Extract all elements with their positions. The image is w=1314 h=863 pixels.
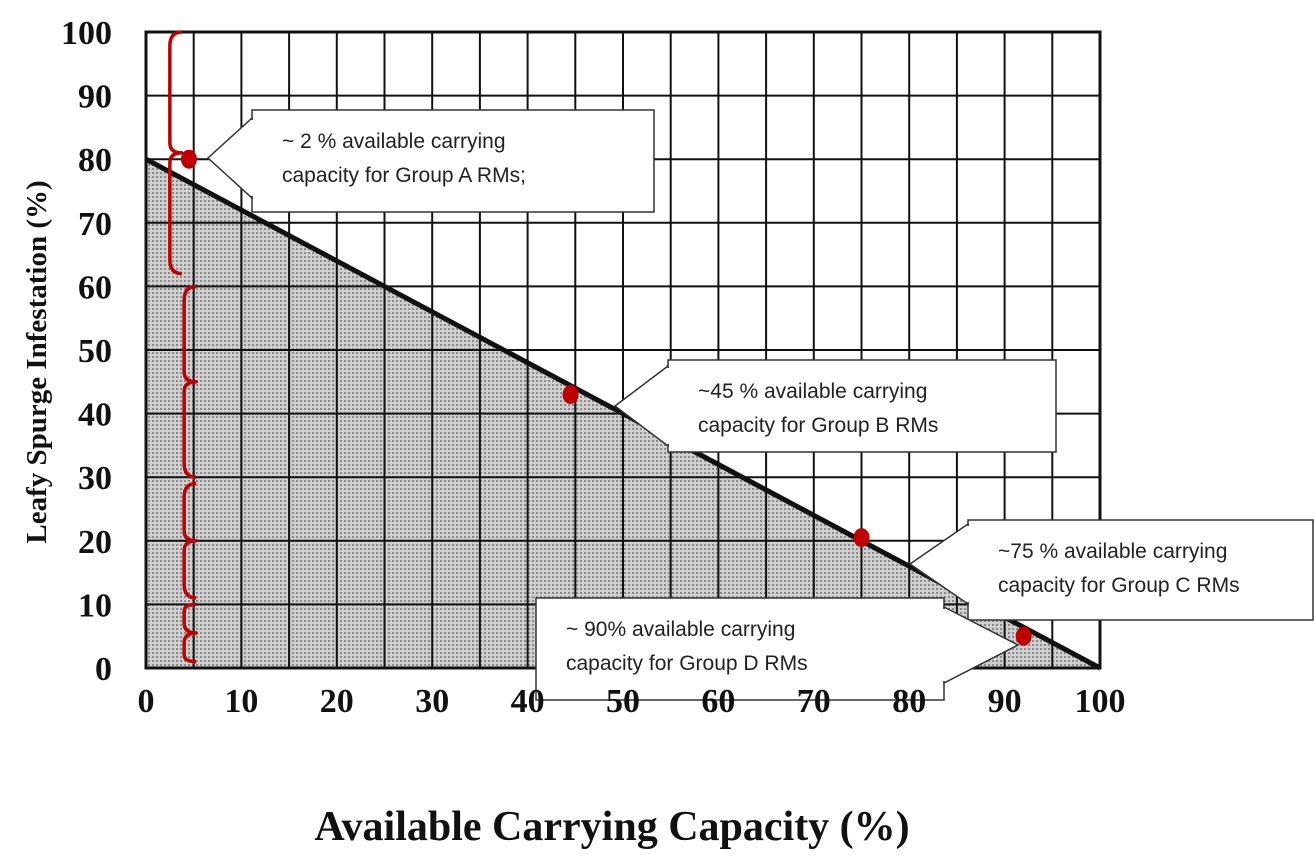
x-tick-label: 60 — [701, 683, 735, 720]
bracket — [168, 30, 184, 276]
bracket — [182, 284, 198, 479]
callout-text-line: capacity for Group B RMs — [698, 414, 938, 437]
bracket — [182, 481, 198, 600]
callout-box — [535, 597, 945, 701]
callout-group-c: ~75 % available carrying capacity for Gro… — [908, 519, 1314, 621]
y-tick-label: 30 — [78, 460, 112, 497]
point-group-d — [1015, 626, 1032, 646]
callout-text-line: capacity for Group C RMs — [998, 574, 1240, 597]
callout-text-line: capacity for Group A RMs; — [282, 164, 526, 187]
x-tick-label: 50 — [606, 683, 640, 720]
callout-text-line: ~45 % available carrying — [698, 380, 927, 403]
callout-box — [251, 109, 655, 213]
data-points — [180, 149, 1032, 646]
callout-group-b: ~45 % available carrying capacity for Gro… — [613, 359, 1057, 453]
brackets — [168, 30, 198, 664]
x-tick-label: 30 — [415, 683, 449, 720]
y-tick-label: 90 — [78, 79, 112, 116]
x-tick-label: 100 — [1075, 683, 1126, 720]
callout-box — [967, 519, 1314, 621]
bracket — [182, 602, 198, 664]
callout-pointer — [206, 116, 253, 200]
y-axis-title: Leafy Spurge Infestation (%) — [21, 180, 53, 543]
y-tick-label: 60 — [78, 269, 112, 306]
y-tick-label: 50 — [78, 333, 112, 370]
grid — [144, 30, 1102, 670]
y-tick-label: 100 — [61, 15, 112, 52]
x-tick-label: 90 — [988, 683, 1022, 720]
callout-group-a: ~ 2 % available carrying capacity for Gro… — [206, 109, 655, 213]
point-group-c — [853, 528, 870, 548]
x-tick-label: 70 — [797, 683, 831, 720]
y-tick-label: 0 — [95, 651, 112, 688]
y-tick-label: 10 — [78, 587, 112, 624]
callout-text-line: capacity for Group D RMs — [566, 652, 808, 675]
y-tick-label: 40 — [78, 397, 112, 434]
point-group-b — [562, 385, 579, 405]
x-tick-label: 80 — [892, 683, 926, 720]
y-tick-label: 80 — [78, 142, 112, 179]
x-tick-label: 20 — [320, 683, 354, 720]
x-tick-label: 0 — [138, 683, 155, 720]
y-tick-label: 20 — [78, 524, 112, 561]
tick-labels: 0 10 20 30 40 50 60 70 80 90 100 0 10 20 30 40 50 60 70 80 9… — [61, 15, 1126, 720]
callout-group-d: ~ 90% available carrying capacity for Gro… — [535, 597, 1020, 701]
callout-text-line: ~ 90% available carrying — [566, 618, 795, 641]
callouts: ~ 2 % available carrying capacity for Gro… — [206, 109, 1314, 701]
x-tick-label: 40 — [511, 683, 545, 720]
x-tick-label: 10 — [224, 683, 258, 720]
point-group-a — [180, 149, 197, 169]
callout-box — [667, 359, 1057, 453]
callout-text-line: ~75 % available carrying — [998, 540, 1227, 563]
callout-text-line: ~ 2 % available carrying — [282, 130, 506, 153]
y-tick-label: 70 — [78, 206, 112, 243]
x-axis-title: Available Carrying Capacity (%) — [314, 804, 909, 850]
